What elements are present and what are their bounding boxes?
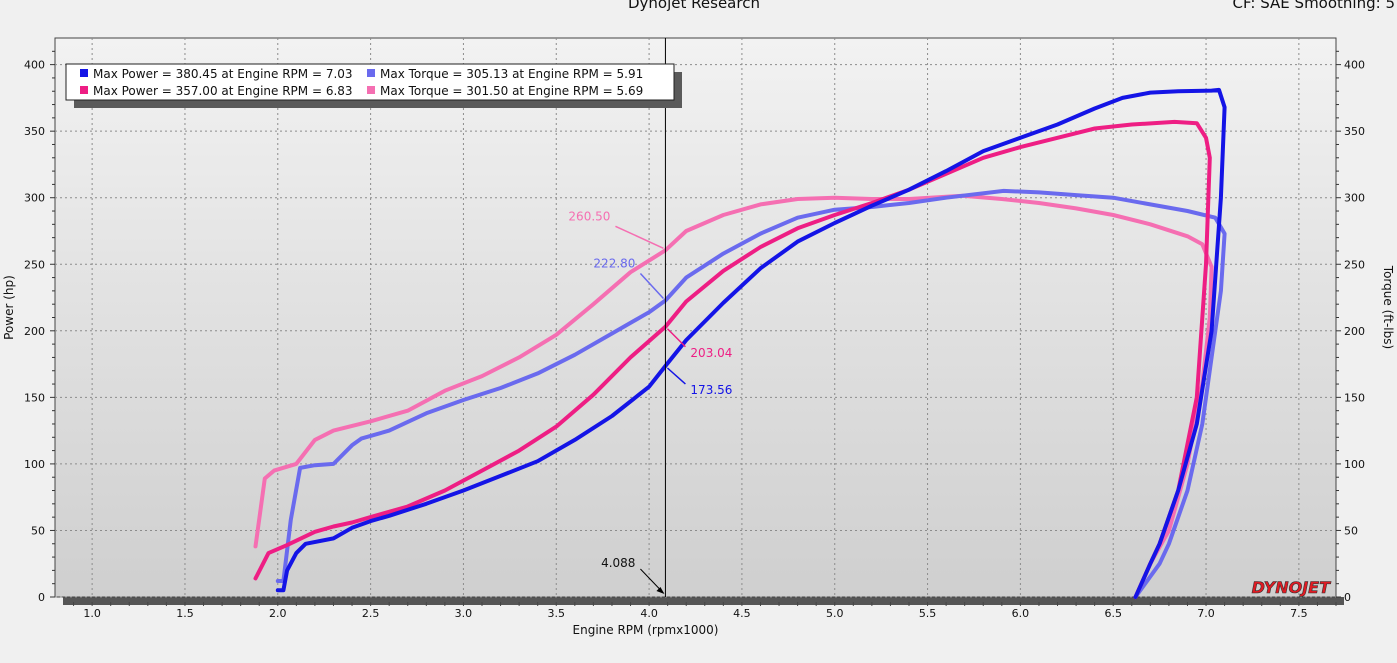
legend-entry-label: Max Torque = 301.50 at Engine RPM = 5.69 — [380, 84, 643, 98]
legend-entry-label: Max Power = 380.45 at Engine RPM = 7.03 — [93, 67, 353, 81]
y-tick-label-right: 350 — [1344, 125, 1365, 138]
chart-header-left: Dynojet Research — [628, 0, 760, 12]
legend-swatch — [367, 86, 375, 94]
power-run2-line — [253, 119, 1212, 599]
legend: Max Power = 380.45 at Engine RPM = 7.03 M… — [65, 63, 682, 108]
y-tick-label-left: 250 — [24, 258, 45, 271]
grid-lines — [55, 38, 1336, 598]
x-axis-title: Engine RPM (rpmx1000) — [573, 623, 719, 637]
cursor-value-arrow — [666, 328, 686, 348]
legend-swatch — [80, 69, 88, 77]
series-group — [253, 87, 1227, 599]
torque-run2-line — [253, 193, 1214, 599]
cursor-value-label: 260.50 — [568, 209, 610, 223]
logo-text: DYNOJET — [1252, 578, 1332, 597]
legend-swatch — [367, 69, 375, 77]
axes: 0 0 50 50 100 100 150 150 200 200 250 250 300 300 350 3… — [2, 50, 1395, 637]
plot-bottom-shadow — [63, 597, 1344, 605]
cursor-rpm-arrowhead — [656, 587, 665, 594]
x-tick-label: 2.5 — [362, 607, 380, 620]
cursor-value-label: 203.04 — [690, 346, 732, 360]
y-axis-title-left: Power (hp) — [2, 275, 16, 340]
x-tick-label: 3.0 — [455, 607, 473, 620]
cursor-value-arrow — [615, 225, 664, 249]
y-tick-label-right: 0 — [1344, 591, 1351, 604]
x-tick-label: 5.0 — [826, 607, 844, 620]
y-tick-label-left: 50 — [31, 524, 45, 537]
x-tick-label: 4.5 — [733, 607, 751, 620]
y-tick-label-left: 350 — [24, 125, 45, 138]
cursor-value-label: 173.56 — [690, 383, 732, 397]
y-tick-label-right: 100 — [1344, 458, 1365, 471]
x-tick-label: 6.0 — [1012, 607, 1030, 620]
chart-header-right: CF: SAE Smoothing: 5 — [1232, 0, 1395, 12]
torque-run1-line — [275, 188, 1227, 599]
y-axis-title-right: Torque (ft-lbs) — [1381, 265, 1395, 349]
x-tick-label: 2.0 — [269, 607, 287, 620]
y-tick-label-right: 250 — [1344, 258, 1365, 271]
x-tick-label: 1.5 — [176, 607, 194, 620]
y-tick-label-right: 150 — [1344, 391, 1365, 404]
cursor-value-arrow — [666, 367, 686, 385]
x-tick-label: 1.0 — [83, 607, 101, 620]
legend-entry-label: Max Power = 357.00 at Engine RPM = 6.83 — [93, 84, 353, 98]
y-tick-label-left: 300 — [24, 192, 45, 205]
dynojet-logo: DYNOJET — [1251, 578, 1332, 598]
x-tick-label: 4.0 — [640, 607, 658, 620]
y-tick-label-right: 50 — [1344, 524, 1358, 537]
cursor-group[interactable]: 4.088 260.50 222.80 203.04 173.56 — [568, 38, 732, 597]
y-tick-label-left: 150 — [24, 391, 45, 404]
y-tick-label-left: 100 — [24, 458, 45, 471]
cursor-rpm-label: 4.088 — [601, 556, 635, 570]
y-tick-label-left: 200 — [24, 325, 45, 338]
x-tick-label: 3.5 — [548, 607, 566, 620]
y-tick-label-right: 400 — [1344, 59, 1365, 72]
power-run1-line — [275, 87, 1227, 599]
legend-entry-label: Max Torque = 305.13 at Engine RPM = 5.91 — [380, 67, 643, 81]
y-tick-label-left: 400 — [24, 59, 45, 72]
cursor-value-arrow — [639, 272, 664, 299]
x-tick-label: 6.5 — [1104, 607, 1122, 620]
x-tick-label: 5.5 — [919, 607, 937, 620]
y-tick-label-right: 200 — [1344, 325, 1365, 338]
x-tick-label: 7.5 — [1290, 607, 1308, 620]
x-tick-label: 7.0 — [1197, 607, 1215, 620]
legend-swatch — [80, 86, 88, 94]
y-tick-label-right: 300 — [1344, 192, 1365, 205]
cursor-value-label: 222.80 — [593, 256, 635, 270]
y-tick-label-left: 0 — [38, 591, 45, 604]
